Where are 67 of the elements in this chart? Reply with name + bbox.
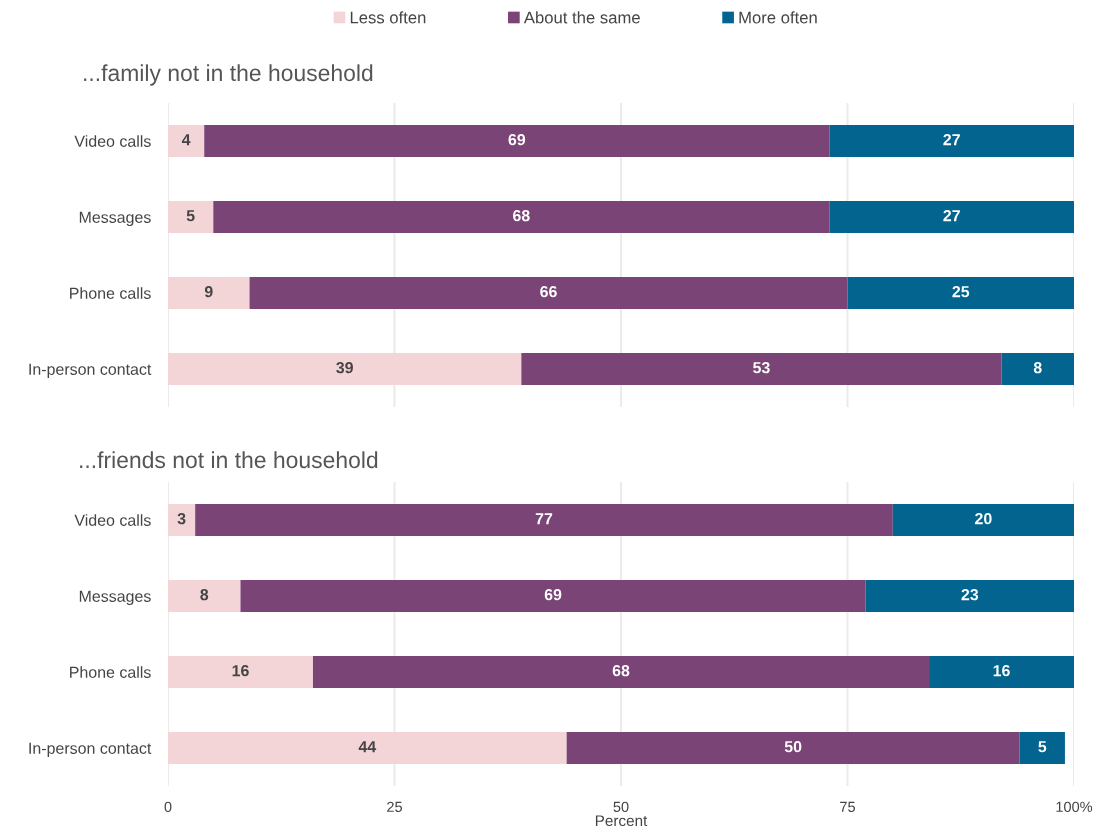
data-label: 4 xyxy=(181,134,191,146)
bar xyxy=(929,656,1074,688)
data-label: 9 xyxy=(204,285,213,298)
data-label: 66 xyxy=(540,285,557,298)
data-label: 68 xyxy=(612,664,630,677)
y-tick-label: Messages xyxy=(79,211,151,227)
legend-label: Less often xyxy=(350,11,426,24)
bar xyxy=(829,125,1074,157)
bar xyxy=(168,353,522,385)
bar xyxy=(213,201,830,233)
y-tick-label: Messages xyxy=(79,590,151,606)
bar xyxy=(892,504,1074,536)
bar xyxy=(168,580,241,612)
x-tick-label: 100% xyxy=(1056,801,1093,812)
x-tick-label: 50 xyxy=(613,801,629,812)
y-tick-label: Video calls xyxy=(74,135,151,147)
x-tick-label: 25 xyxy=(387,801,402,812)
bar xyxy=(168,125,205,157)
x-tick-label: 0 xyxy=(164,801,172,812)
chart-title: ...friends not in the household xyxy=(80,451,378,469)
data-label: 23 xyxy=(961,588,979,601)
y-tick-label: Phone calls xyxy=(70,287,151,299)
y-tick-label: Phone calls xyxy=(70,666,151,678)
data-label: 50 xyxy=(784,740,802,753)
data-label: 16 xyxy=(993,664,1010,677)
bar xyxy=(566,732,1020,764)
y-tick-label: Video calls xyxy=(74,514,151,526)
bar xyxy=(1001,353,1074,385)
data-label: 8 xyxy=(200,588,209,601)
data-label: 20 xyxy=(975,512,992,525)
bar xyxy=(168,732,567,764)
data-label: 3 xyxy=(177,512,186,525)
data-label: 5 xyxy=(186,210,195,222)
data-label: 77 xyxy=(535,513,553,525)
data-label: 69 xyxy=(544,588,562,601)
data-label: 53 xyxy=(753,361,770,374)
data-label: 68 xyxy=(513,209,530,222)
bar xyxy=(865,580,1074,612)
bar xyxy=(168,656,313,688)
bar xyxy=(829,201,1074,233)
bar xyxy=(240,580,866,612)
bar xyxy=(204,125,830,157)
y-tick-label: In-person contact xyxy=(29,742,152,758)
bar xyxy=(168,277,250,309)
bar xyxy=(168,504,196,536)
x-tick-label: 75 xyxy=(840,801,855,812)
bar xyxy=(521,353,1002,385)
data-label: 8 xyxy=(1033,361,1042,374)
data-label: 25 xyxy=(952,285,970,298)
legend-label: About the same xyxy=(523,11,640,24)
legend-label: More often xyxy=(739,11,817,24)
bar xyxy=(312,656,930,688)
data-label: 44 xyxy=(358,741,377,753)
chart-title: ...family not in the household xyxy=(84,64,373,86)
y-tick-label: In-person contact xyxy=(29,363,152,379)
bar xyxy=(1019,732,1065,764)
data-label: 5 xyxy=(1038,741,1047,753)
bar xyxy=(249,277,848,309)
x-axis-title: Percent xyxy=(595,815,648,827)
data-label: 27 xyxy=(943,209,960,222)
bar xyxy=(195,504,893,536)
data-label: 27 xyxy=(943,133,960,146)
bar xyxy=(847,277,1074,309)
data-label: 39 xyxy=(336,361,353,374)
data-label: 69 xyxy=(508,133,526,146)
bar xyxy=(168,201,214,233)
data-label: 16 xyxy=(232,664,249,677)
